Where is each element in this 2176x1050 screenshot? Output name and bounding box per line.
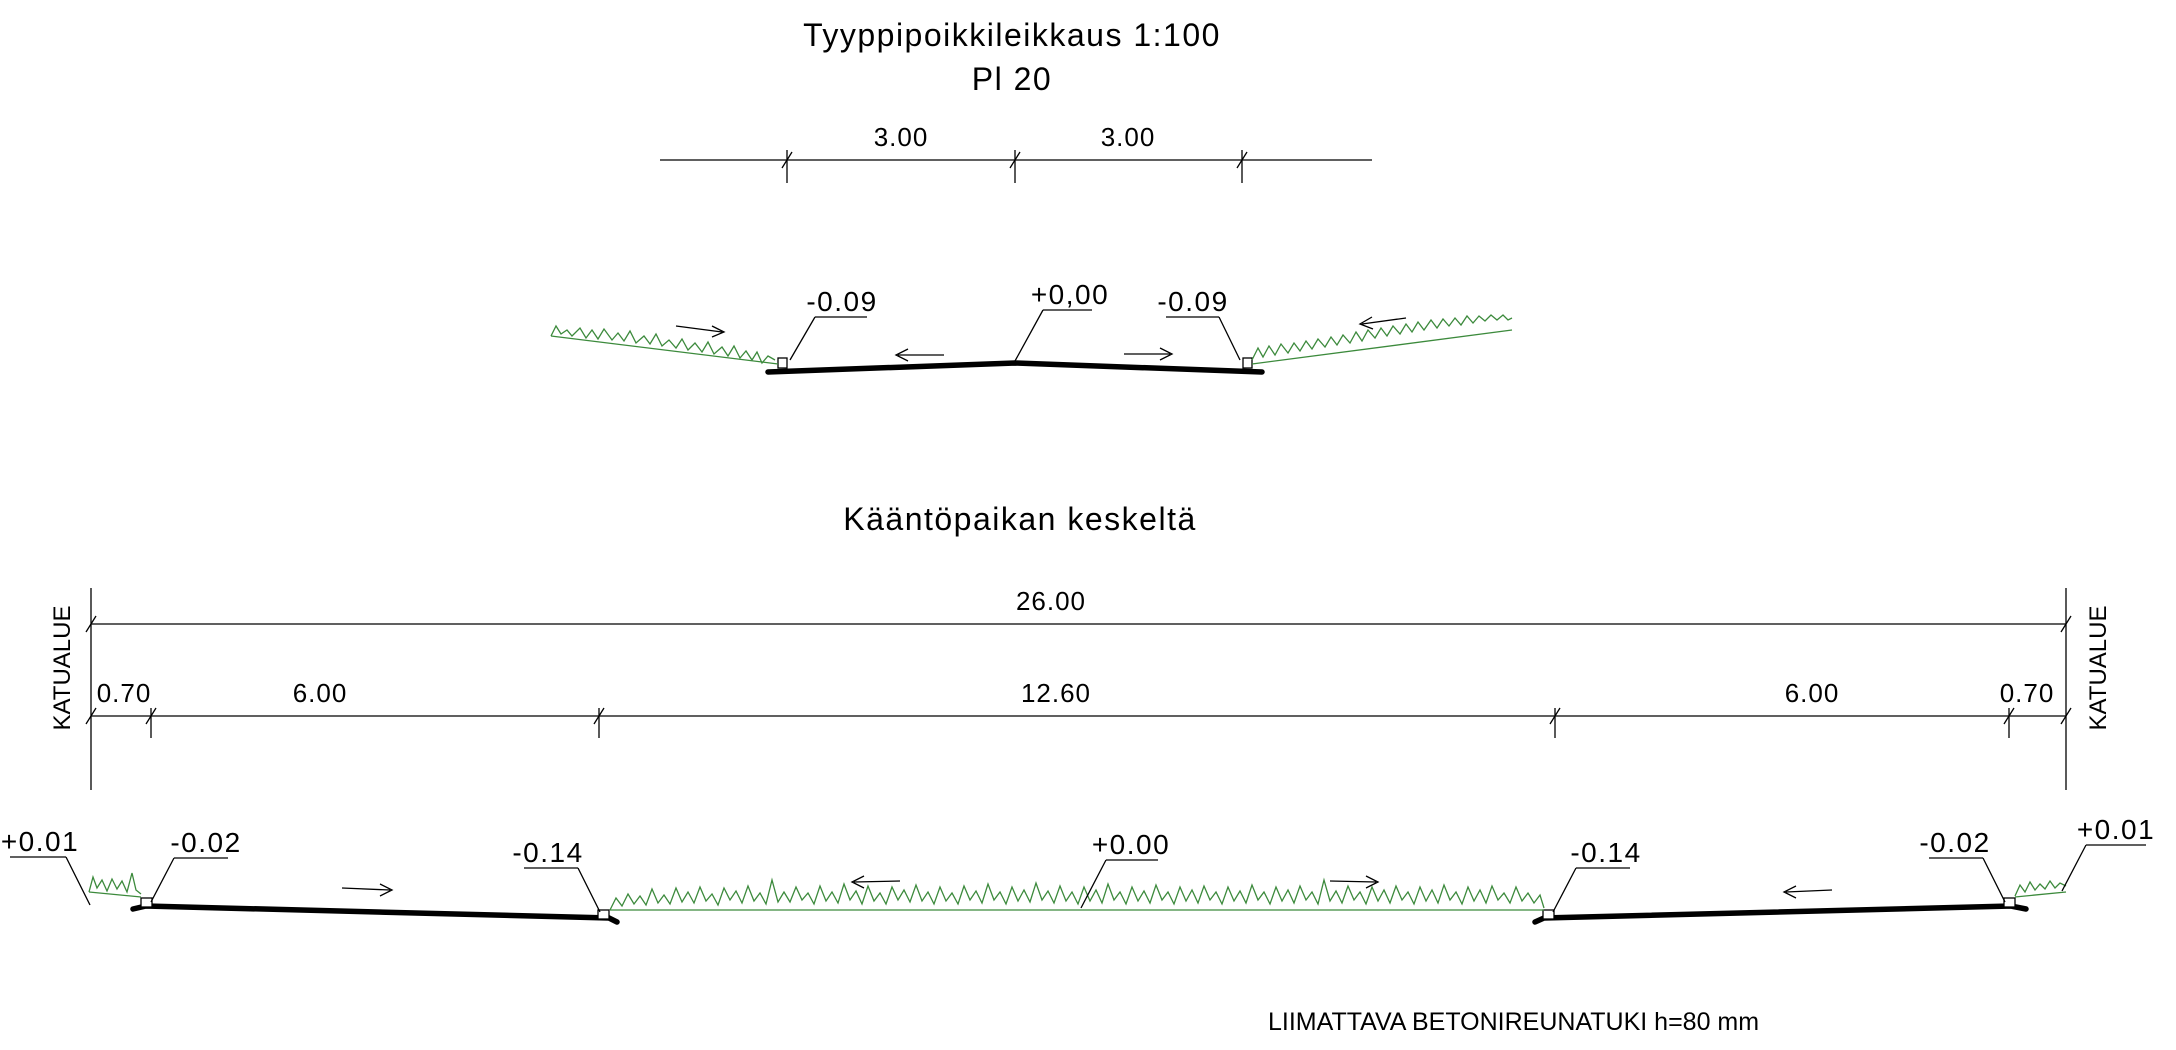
section1-dim-left: 3.00 [874,122,929,152]
section2-left-road [130,903,620,925]
svg-text:6.00: 6.00 [293,678,348,708]
section2-curb-1 [140,897,153,908]
section1-level-center: +0,00 [1014,279,1109,362]
svg-text:26.00: 26.00 [1016,586,1086,616]
section1-road-surface [765,360,1265,375]
section1-left-curb [777,357,788,369]
section1-dim-right: 3.00 [1101,122,1156,152]
left-boundary-label: KATUALUE [49,606,76,731]
section2-level-right-inner: -0.14 [1552,837,1641,913]
section2-level-right-curb: -0.02 [1919,827,2006,903]
section-turning-area: Kääntöpaikan keskeltä KATUALUE KATUALUE … [1,501,2155,925]
section1-title: Tyyppipoikkileikkaus 1:100 [803,17,1221,53]
section1-subtitle: Pl 20 [972,61,1052,97]
section-typical: Tyyppipoikkileikkaus 1:100 Pl 20 3.00 3.… [550,17,1513,375]
section2-level-center: +0.00 [1080,829,1170,909]
section2-curb-2 [597,909,610,920]
section1-level-right: -0.09 [1157,286,1241,361]
section2-level-far-left: +0.01 [1,826,91,906]
section2-total-dimension: 26.00 [85,586,2072,633]
section2-level-far-right: +0.01 [2061,814,2155,892]
section1-dimension-line: 3.00 3.00 [660,122,1372,183]
svg-text:+0.01: +0.01 [2077,814,2155,845]
svg-text:+0.00: +0.00 [1092,829,1170,860]
svg-text:+0.01: +0.01 [1,826,79,857]
section2-level-left-curb: -0.02 [150,827,241,903]
section2-level-left-inner: -0.14 [512,837,601,913]
svg-text:-0.09: -0.09 [1157,286,1228,317]
section2-arrows [341,875,1833,899]
section2-curb-4 [2003,897,2016,908]
svg-text:-0.09: -0.09 [806,286,877,317]
section1-level-left: -0.09 [789,286,877,361]
section1-right-curb [1242,357,1253,369]
section1-right-grass [1251,314,1513,361]
svg-text:-0.02: -0.02 [170,827,241,858]
section2-right-edge-grass [2014,879,2067,897]
svg-text:+0,00: +0,00 [1031,279,1109,310]
section2-right-road [1532,903,2029,925]
section1-arrows [675,316,1407,362]
section1-left-grass-base [550,335,779,365]
section1-left-grass [550,324,776,365]
section2-title: Kääntöpaikan keskeltä [843,501,1197,537]
section2-sub-dimensions: 0.70 6.00 12.60 6.00 0.70 [85,678,2072,738]
section1-right-grass-base [1251,329,1513,365]
svg-text:-0.14: -0.14 [1570,837,1641,868]
svg-text:0.70: 0.70 [97,678,152,708]
section2-center-grass [609,877,1545,911]
right-boundary-label: KATUALUE [2085,606,2112,731]
section2-left-edge-grass [88,872,142,895]
curb-note: LIIMATTAVA BETONIREUNATUKI h=80 mm [1268,1008,1759,1036]
svg-text:12.60: 12.60 [1021,678,1091,708]
svg-text:-0.14: -0.14 [512,837,583,868]
svg-text:0.70: 0.70 [2000,678,2055,708]
svg-text:6.00: 6.00 [1785,678,1840,708]
svg-text:-0.02: -0.02 [1919,827,1990,858]
section2-curb-3 [1542,909,1555,920]
